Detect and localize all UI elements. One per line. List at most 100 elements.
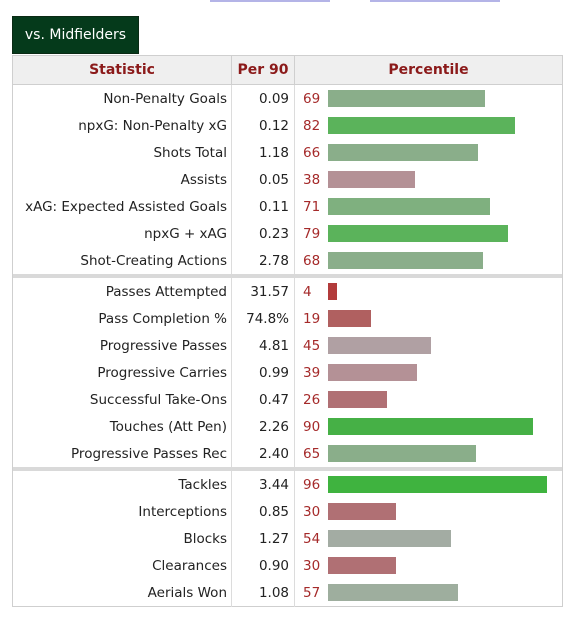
table-row: npxG: Non-Penalty xG 0.12 82 [12, 112, 563, 139]
statistic-cell: Progressive Carries [12, 359, 232, 386]
table-row: Aerials Won 1.08 57 [12, 579, 563, 607]
table-row: Non-Penalty Goals 0.09 69 [12, 84, 563, 113]
table-body: Non-Penalty Goals 0.09 69 npxG: Non-Penalty… [12, 84, 563, 607]
percentile-cell: 96 [295, 471, 563, 498]
table-row: Shot-Creating Actions 2.78 68 [12, 247, 563, 274]
percentile-value: 30 [303, 503, 321, 520]
percentile-value: 71 [303, 198, 321, 215]
percentile-value: 82 [303, 117, 321, 134]
statistic-cell: Shot-Creating Actions [12, 247, 232, 274]
percentile-value: 79 [303, 225, 321, 242]
statistic-cell: Passes Attempted [12, 278, 232, 305]
percentile-bar [328, 418, 533, 435]
percentile-bar [328, 117, 515, 134]
percentile-cell: 19 [295, 305, 563, 332]
percentile-bar [328, 144, 478, 161]
table-row: Tackles 3.44 96 [12, 471, 563, 498]
table-row: Blocks 1.27 54 [12, 525, 563, 552]
per90-cell: 2.78 [231, 247, 295, 274]
table-row: Shots Total 1.18 66 [12, 139, 563, 166]
per90-header[interactable]: Per 90 [231, 55, 295, 85]
percentile-bar [328, 364, 417, 381]
statistic-cell: Interceptions [12, 498, 232, 525]
group-divider [12, 274, 563, 278]
percentile-cell: 45 [295, 332, 563, 359]
percentile-value: 66 [303, 144, 321, 161]
table-row: Touches (Att Pen) 2.26 90 [12, 413, 563, 440]
per90-cell: 0.12 [231, 112, 295, 139]
table-row: Progressive Carries 0.99 39 [12, 359, 563, 386]
statistic-cell: Aerials Won [12, 579, 232, 607]
percentile-value: 19 [303, 310, 321, 327]
percentile-bar [328, 445, 476, 462]
percentile-value: 30 [303, 557, 321, 574]
percentile-value: 68 [303, 252, 321, 269]
percentile-bar [328, 171, 415, 188]
percentile-cell: 66 [295, 139, 563, 166]
percentile-cell: 79 [295, 220, 563, 247]
per90-cell: 0.90 [231, 552, 295, 579]
per90-cell: 0.11 [231, 193, 295, 220]
table-row: Successful Take-Ons 0.47 26 [12, 386, 563, 413]
percentile-cell: 4 [295, 278, 563, 305]
statistic-cell: Pass Completion % [12, 305, 232, 332]
percentile-value: 69 [303, 90, 321, 107]
per90-cell: 0.23 [231, 220, 295, 247]
percentile-bar [328, 252, 483, 269]
percentile-cell: 39 [295, 359, 563, 386]
statistic-cell: Progressive Passes [12, 332, 232, 359]
percentile-cell: 57 [295, 579, 563, 607]
per90-cell: 3.44 [231, 471, 295, 498]
percentile-cell: 38 [295, 166, 563, 193]
percentile-value: 45 [303, 337, 321, 354]
percentile-cell: 71 [295, 193, 563, 220]
percentile-cell: 69 [295, 85, 563, 113]
table-row: Assists 0.05 38 [12, 166, 563, 193]
statistic-cell: Successful Take-Ons [12, 386, 232, 413]
percentile-bar [328, 530, 451, 547]
per90-cell: 0.99 [231, 359, 295, 386]
tab-vs-midfielders[interactable]: vs. Midfielders [12, 16, 139, 54]
percentile-cell: 54 [295, 525, 563, 552]
statistic-cell: Blocks [12, 525, 232, 552]
percentile-bar [328, 90, 485, 107]
percentile-cell: 30 [295, 552, 563, 579]
header-row: Statistic Per 90 Percentile [12, 55, 563, 85]
statistic-header[interactable]: Statistic [12, 55, 232, 85]
statistic-cell: Assists [12, 166, 232, 193]
per90-cell: 74.8% [231, 305, 295, 332]
cropped-header-strip [0, 0, 575, 6]
statistic-cell: Clearances [12, 552, 232, 579]
table-row: Progressive Passes Rec 2.40 65 [12, 440, 563, 467]
percentile-bar [328, 584, 458, 601]
percentile-bar [328, 476, 547, 493]
per90-cell: 4.81 [231, 332, 295, 359]
statistic-cell: Tackles [12, 471, 232, 498]
percentile-value: 39 [303, 364, 321, 381]
statistic-cell: Progressive Passes Rec [12, 440, 232, 467]
per90-cell: 1.08 [231, 579, 295, 607]
percentile-header[interactable]: Percentile [294, 55, 563, 85]
per90-cell: 31.57 [231, 278, 295, 305]
percentile-value: 57 [303, 584, 321, 601]
statistic-cell: Non-Penalty Goals [12, 84, 232, 112]
per90-cell: 1.18 [231, 139, 295, 166]
table-row: Passes Attempted 31.57 4 [12, 278, 563, 305]
per90-cell: 0.09 [231, 84, 295, 112]
percentile-cell: 65 [295, 440, 563, 467]
percentile-cell: 26 [295, 386, 563, 413]
statistic-cell: Shots Total [12, 139, 232, 166]
per90-cell: 2.40 [231, 440, 295, 467]
table-row: Interceptions 0.85 30 [12, 498, 563, 525]
statistic-cell: npxG: Non-Penalty xG [12, 112, 232, 139]
percentile-value: 90 [303, 418, 321, 435]
table-row: xAG: Expected Assisted Goals 0.11 71 [12, 193, 563, 220]
percentile-cell: 90 [295, 413, 563, 440]
table-row: Pass Completion % 74.8% 19 [12, 305, 563, 332]
per90-cell: 1.27 [231, 525, 295, 552]
percentile-bar [328, 225, 508, 242]
percentile-bar [328, 198, 490, 215]
percentile-value: 38 [303, 171, 321, 188]
percentile-bar [328, 337, 431, 354]
table-row: Clearances 0.90 30 [12, 552, 563, 579]
